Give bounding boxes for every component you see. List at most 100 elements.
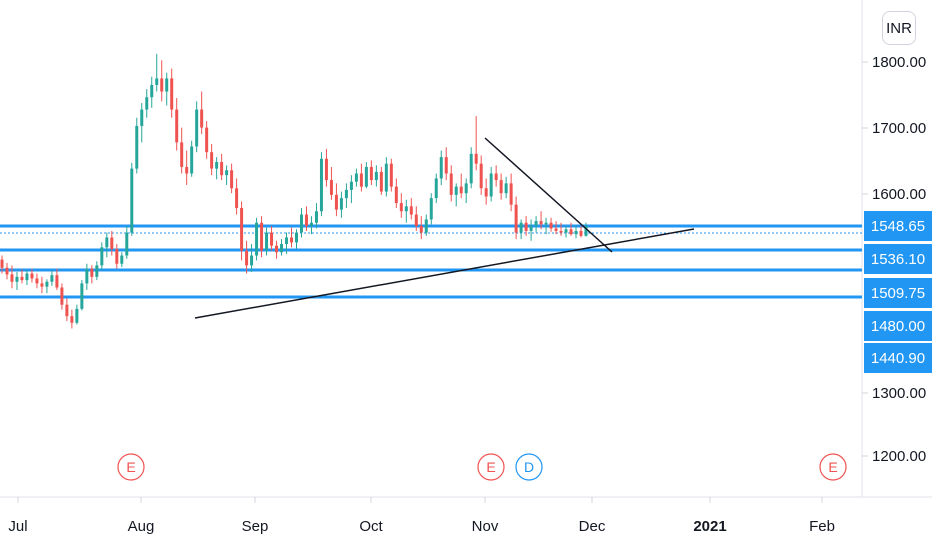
candle-body <box>459 186 463 194</box>
currency-badge[interactable]: INR <box>882 11 916 45</box>
candle-body <box>230 170 234 189</box>
candle-body <box>250 255 254 266</box>
candle-body <box>509 183 513 205</box>
candle-body <box>464 183 468 194</box>
candle-body <box>185 166 189 174</box>
event-marker-label: D <box>524 459 534 475</box>
candle-body <box>554 228 558 231</box>
price-label-text: 1548.65 <box>871 218 925 235</box>
candle-body <box>10 274 14 282</box>
candle-body <box>160 78 164 92</box>
x-tick-label: 2021 <box>693 518 726 535</box>
candle-body <box>339 198 343 210</box>
candle-body <box>574 230 578 235</box>
candle-body <box>225 170 229 176</box>
candle-body <box>220 162 224 176</box>
candle-body <box>0 259 4 268</box>
candle-layer <box>0 53 588 329</box>
candle-body <box>549 222 553 229</box>
candle-body <box>235 188 239 208</box>
candle-body <box>314 211 318 223</box>
candle-body <box>384 163 388 192</box>
candle-body <box>539 221 543 225</box>
candle-body <box>100 247 104 266</box>
candle-body <box>15 276 19 282</box>
candle-body <box>369 166 373 181</box>
candle-body <box>489 173 493 197</box>
candle-body <box>50 275 54 282</box>
candle-body <box>260 222 264 251</box>
candle-body <box>504 183 508 194</box>
y-tick-label: 1800.00 <box>872 54 926 71</box>
event-marker <box>819 453 847 481</box>
price-label-bg <box>864 211 932 241</box>
x-tick-label: Oct <box>359 518 383 535</box>
candle-body <box>429 198 433 220</box>
x-tick-label: Nov <box>472 518 499 535</box>
candle-body <box>544 222 548 225</box>
candle-body <box>145 97 149 110</box>
candle-body <box>170 78 174 110</box>
candle-body <box>165 78 169 92</box>
candle-body <box>175 109 179 143</box>
y-tick-label: 1300.00 <box>872 385 926 402</box>
candle-body <box>195 109 199 147</box>
candle-body <box>359 173 363 187</box>
candle-body <box>35 278 39 284</box>
candle-body <box>319 158 323 212</box>
candle-body <box>180 142 184 167</box>
candle-body <box>155 78 159 85</box>
candle-body <box>85 268 89 284</box>
event-marker-label: E <box>126 459 135 475</box>
candle-body <box>265 232 269 251</box>
candle-body <box>75 308 79 323</box>
candle-body <box>115 248 119 264</box>
x-tick-label: Aug <box>128 518 155 535</box>
candle-body <box>534 221 538 226</box>
candle-body <box>70 316 74 323</box>
candle-body <box>210 152 214 169</box>
falling-resistance-trendline <box>484 137 613 253</box>
candle-body <box>240 207 244 251</box>
y-tick-label: 1600.00 <box>872 186 926 203</box>
candle-body <box>394 186 398 204</box>
candle-body <box>424 219 428 233</box>
candle-body <box>65 304 69 317</box>
candle-body <box>374 171 378 181</box>
candle-body <box>275 245 279 253</box>
candle-body <box>564 229 568 233</box>
candle-body <box>255 222 259 256</box>
event-marker <box>515 453 543 481</box>
candle-body <box>444 157 448 174</box>
candle-body <box>514 204 518 233</box>
x-tick-label: Dec <box>579 518 606 535</box>
x-tick-label: Feb <box>809 518 835 535</box>
candle-body <box>344 189 348 199</box>
candle-body <box>414 214 418 226</box>
candle-body <box>434 178 438 199</box>
x-tick-label: Sep <box>242 518 269 535</box>
candle-body <box>419 226 423 233</box>
candle-body <box>40 283 44 287</box>
candle-body <box>439 157 443 179</box>
candle-body <box>245 250 249 266</box>
candle-body <box>110 237 114 249</box>
candle-body <box>404 206 408 212</box>
candle-body <box>349 181 353 190</box>
candle-body <box>200 109 204 128</box>
candle-body <box>294 232 298 243</box>
candle-body <box>150 84 154 98</box>
candle-body <box>354 173 358 182</box>
candle-body <box>499 180 503 194</box>
level-layer <box>0 224 862 299</box>
candle-body <box>529 226 533 231</box>
candle-body <box>479 163 483 189</box>
candle-body <box>569 229 573 235</box>
candle-body <box>399 203 403 212</box>
candle-body <box>309 222 313 226</box>
candle-body <box>130 168 134 233</box>
candle-body <box>290 237 294 243</box>
candle-body <box>484 188 488 197</box>
candle-body <box>60 287 64 305</box>
